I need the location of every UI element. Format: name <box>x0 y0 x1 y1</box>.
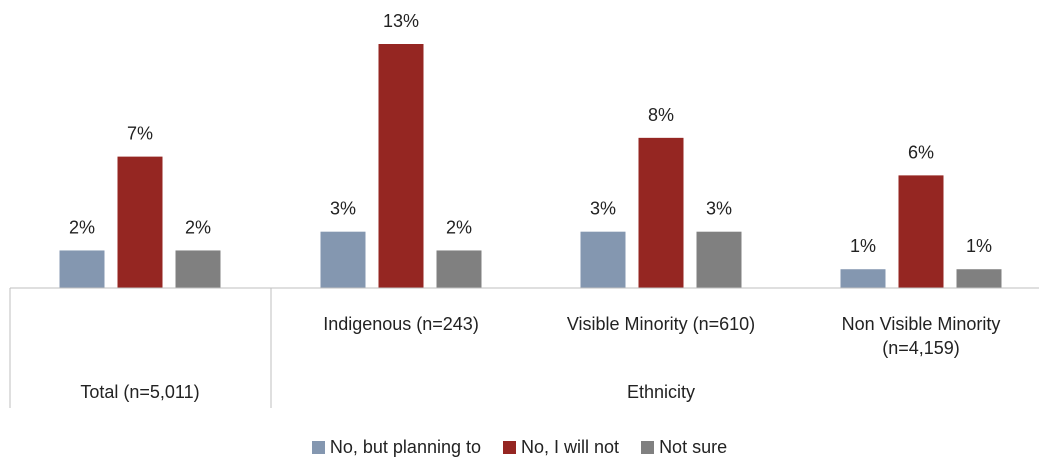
value-label-s2-g3: 1% <box>966 236 992 256</box>
bar-s0-g1 <box>320 231 366 288</box>
legend-swatch-2 <box>641 441 655 454</box>
value-label-s0-g0: 2% <box>69 217 95 237</box>
legend-swatch-1 <box>503 441 517 454</box>
value-label-s0-g2: 3% <box>590 199 616 219</box>
legend-label-1: No, I will not <box>521 437 620 457</box>
bar-s2-g0 <box>175 250 221 288</box>
bar-s0-g0 <box>59 250 105 288</box>
value-label-s2-g1: 2% <box>446 217 472 237</box>
category-label-0: Total (n=5,011) <box>80 382 199 402</box>
category-label-2: Visible Minority (n=610) <box>567 314 755 334</box>
category-labels-layer: Total (n=5,011) Indigenous (n=243) Visible… <box>80 314 1000 402</box>
bar-s1-g1 <box>378 44 424 288</box>
value-label-s1-g2: 8% <box>648 105 674 125</box>
axes-layer <box>9 287 1039 408</box>
bar-s2-g3 <box>956 269 1002 288</box>
value-label-s0-g1: 3% <box>330 199 356 219</box>
group-label-ethnicity: Ethnicity <box>627 382 695 402</box>
value-label-s2-g0: 2% <box>185 217 211 237</box>
legend-label-0: No, but planning to <box>329 437 482 457</box>
value-label-s0-g3: 1% <box>850 236 876 256</box>
bar-s1-g0 <box>117 156 163 288</box>
value-label-s2-g2: 3% <box>706 199 732 219</box>
value-labels-layer: 2% 3% 3% 1% 7% 13% 8% 6% 2% 2% 3% 1% <box>69 11 992 256</box>
bar-s1-g2 <box>638 137 684 288</box>
legend-swatch-0 <box>311 441 325 454</box>
legend-item-2: Not sure <box>641 437 727 458</box>
bar-s1-g3 <box>898 175 944 288</box>
value-label-s1-g1: 13% <box>383 11 419 31</box>
bar-s0-g2 <box>580 231 626 288</box>
category-label-3: Non Visible Minority (n=4,159) <box>842 314 1001 358</box>
legend: No, but planning to No, I will not Not sur… <box>0 437 1039 458</box>
legend-item-0: No, but planning to <box>311 437 482 458</box>
bar-s2-g2 <box>696 231 742 288</box>
value-label-s1-g3: 6% <box>908 142 934 162</box>
category-label-1: Indigenous (n=243) <box>323 314 479 334</box>
bar-s2-g1 <box>436 250 482 288</box>
legend-label-2: Not sure <box>659 437 728 457</box>
bar-chart: 2% 3% 3% 1% 7% 13% 8% 6% 2% 2% 3% 1% Total (n=5,011… <box>9 11 1039 408</box>
legend-item-1: No, I will not <box>503 437 619 458</box>
bars-layer <box>59 44 1002 288</box>
bar-s0-g3 <box>840 269 886 288</box>
value-label-s1-g0: 7% <box>127 124 153 144</box>
